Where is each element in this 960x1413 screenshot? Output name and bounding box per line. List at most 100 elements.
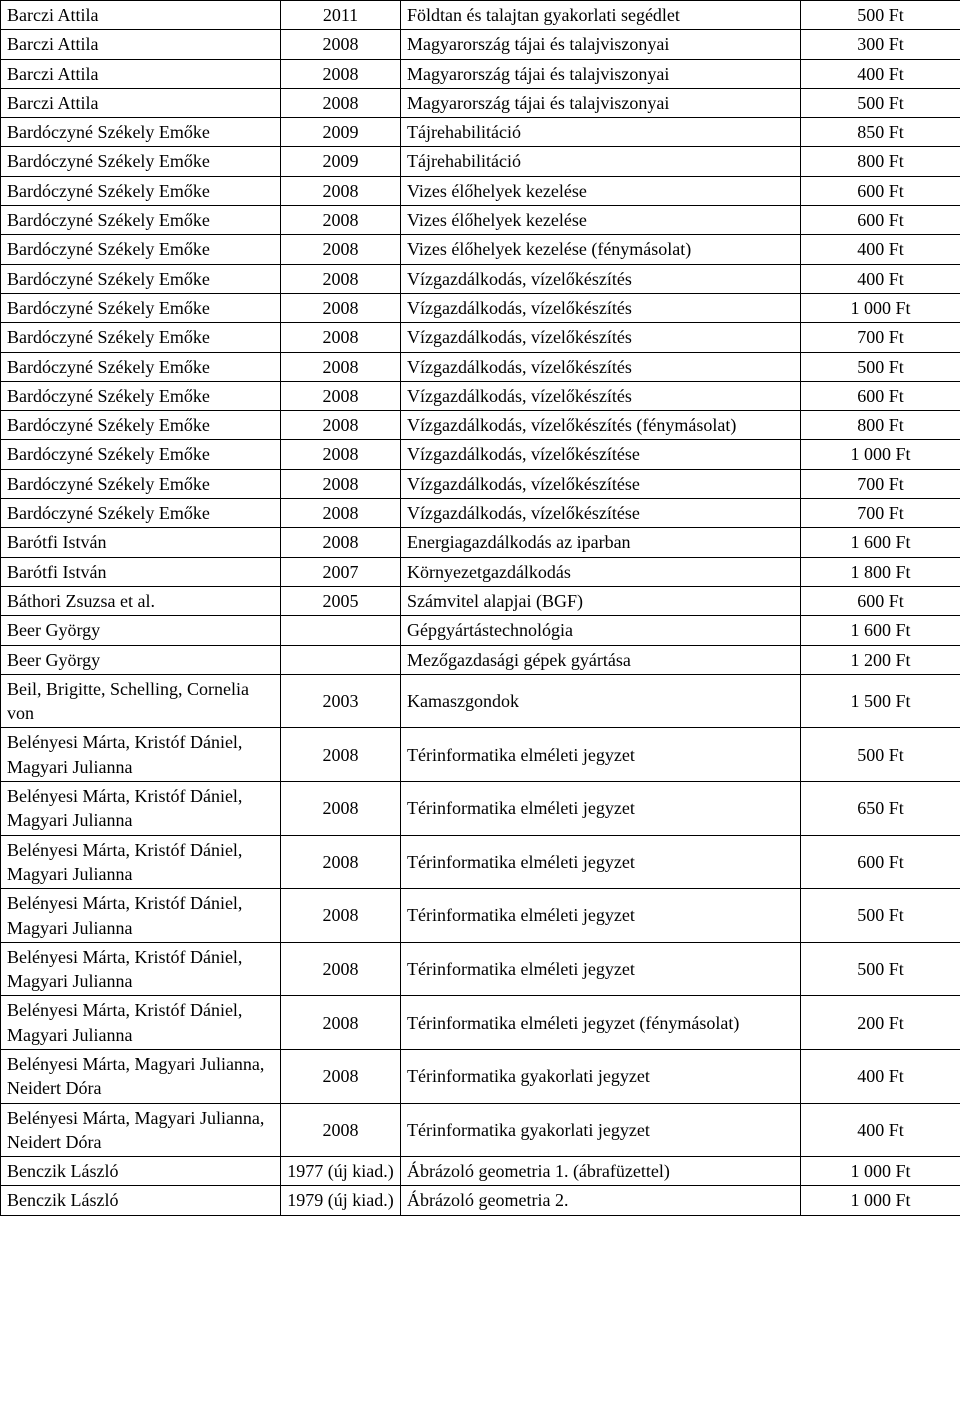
cell-title: Vízgazdálkodás, vízelőkészítése (401, 499, 801, 528)
cell-price: 850 Ft (801, 118, 960, 147)
table-row: Belényesi Márta, Kristóf Dániel, Magyari… (1, 996, 960, 1050)
cell-year: 1979 (új kiad.) (281, 1186, 401, 1215)
cell-title: Gépgyártástechnológia (401, 616, 801, 645)
table-row: Bardóczyné Székely Emőke2008Vízgazdálkod… (1, 264, 960, 293)
table-row: Bardóczyné Székely Emőke2008Vizes élőhel… (1, 176, 960, 205)
table-row: Benczik László1977 (új kiad.)Ábrázoló ge… (1, 1157, 960, 1186)
cell-author: Benczik László (1, 1157, 281, 1186)
cell-title: Térinformatika elméleti jegyzet (401, 728, 801, 782)
cell-year: 2003 (281, 674, 401, 728)
cell-price: 1 000 Ft (801, 1186, 960, 1215)
table-row: Bardóczyné Székely Emőke2008Vízgazdálkod… (1, 381, 960, 410)
cell-year: 2005 (281, 586, 401, 615)
cell-author: Bardóczyné Székely Emőke (1, 206, 281, 235)
cell-author: Belényesi Márta, Kristóf Dániel, Magyari… (1, 942, 281, 996)
cell-title: Térinformatika gyakorlati jegyzet (401, 1049, 801, 1103)
cell-year: 2008 (281, 59, 401, 88)
cell-title: Térinformatika elméleti jegyzet (401, 942, 801, 996)
cell-price: 800 Ft (801, 411, 960, 440)
cell-author: Belényesi Márta, Kristóf Dániel, Magyari… (1, 728, 281, 782)
cell-price: 500 Ft (801, 889, 960, 943)
cell-author: Bardóczyné Székely Emőke (1, 381, 281, 410)
cell-year: 2008 (281, 1103, 401, 1157)
cell-author: Beer György (1, 645, 281, 674)
cell-year: 2008 (281, 440, 401, 469)
cell-year: 2008 (281, 996, 401, 1050)
cell-year: 2011 (281, 1, 401, 30)
cell-year: 2008 (281, 499, 401, 528)
cell-author: Barczi Attila (1, 59, 281, 88)
cell-title: Térinformatika gyakorlati jegyzet (401, 1103, 801, 1157)
cell-price: 1 500 Ft (801, 674, 960, 728)
cell-year: 2008 (281, 206, 401, 235)
cell-title: Mezőgazdasági gépek gyártása (401, 645, 801, 674)
cell-year: 2008 (281, 1049, 401, 1103)
cell-price: 400 Ft (801, 1103, 960, 1157)
table-row: Benczik László1979 (új kiad.)Ábrázoló ge… (1, 1186, 960, 1215)
cell-price: 400 Ft (801, 59, 960, 88)
cell-title: Térinformatika elméleti jegyzet (401, 835, 801, 889)
cell-year: 2008 (281, 323, 401, 352)
cell-year: 2008 (281, 293, 401, 322)
table-row: Barótfi István2008Energiagazdálkodás az … (1, 528, 960, 557)
table-row: Beer GyörgyGépgyártástechnológia1 600 Ft (1, 616, 960, 645)
cell-price: 400 Ft (801, 264, 960, 293)
table-row: Bardóczyné Székely Emőke2008Vizes élőhel… (1, 235, 960, 264)
cell-title: Földtan és talajtan gyakorlati segédlet (401, 1, 801, 30)
cell-author: Belényesi Márta, Magyari Julianna, Neide… (1, 1049, 281, 1103)
table-row: Barótfi István2007Környezetgazdálkodás1 … (1, 557, 960, 586)
cell-year: 2009 (281, 147, 401, 176)
cell-price: 500 Ft (801, 728, 960, 782)
cell-title: Vizes élőhelyek kezelése (401, 176, 801, 205)
cell-year: 2008 (281, 264, 401, 293)
table-row: Bardóczyné Székely Emőke2008Vízgazdálkod… (1, 411, 960, 440)
cell-year (281, 616, 401, 645)
cell-author: Bardóczyné Székely Emőke (1, 176, 281, 205)
cell-title: Vízgazdálkodás, vízelőkészítés (401, 381, 801, 410)
cell-author: Bardóczyné Székely Emőke (1, 352, 281, 381)
cell-year: 2008 (281, 411, 401, 440)
cell-price: 600 Ft (801, 176, 960, 205)
cell-price: 400 Ft (801, 235, 960, 264)
cell-title: Energiagazdálkodás az iparban (401, 528, 801, 557)
cell-title: Térinformatika elméleti jegyzet (fénymás… (401, 996, 801, 1050)
table-row: Belényesi Márta, Kristóf Dániel, Magyari… (1, 728, 960, 782)
cell-year: 2007 (281, 557, 401, 586)
cell-title: Számvitel alapjai (BGF) (401, 586, 801, 615)
cell-price: 1 000 Ft (801, 1157, 960, 1186)
cell-year: 2008 (281, 528, 401, 557)
cell-year: 2008 (281, 942, 401, 996)
cell-title: Kamaszgondok (401, 674, 801, 728)
cell-price: 400 Ft (801, 1049, 960, 1103)
cell-title: Magyarország tájai és talajviszonyai (401, 88, 801, 117)
cell-title: Tájrehabilitáció (401, 147, 801, 176)
cell-author: Bardóczyné Székely Emőke (1, 440, 281, 469)
cell-year: 2008 (281, 352, 401, 381)
table-row: Barczi Attila2008Magyarország tájai és t… (1, 59, 960, 88)
cell-year: 2008 (281, 235, 401, 264)
cell-price: 1 800 Ft (801, 557, 960, 586)
cell-price: 1 000 Ft (801, 293, 960, 322)
cell-author: Barczi Attila (1, 30, 281, 59)
cell-author: Benczik László (1, 1186, 281, 1215)
table-body: Barczi Attila2011Földtan és talajtan gya… (1, 1, 960, 1216)
cell-year: 2008 (281, 88, 401, 117)
cell-author: Belényesi Márta, Kristóf Dániel, Magyari… (1, 996, 281, 1050)
cell-title: Vízgazdálkodás, vízelőkészítés (401, 264, 801, 293)
table-row: Beil, Brigitte, Schelling, Cornelia von2… (1, 674, 960, 728)
cell-price: 300 Ft (801, 30, 960, 59)
cell-author: Báthori Zsuzsa et al. (1, 586, 281, 615)
cell-title: Vizes élőhelyek kezelése (fénymásolat) (401, 235, 801, 264)
cell-author: Beil, Brigitte, Schelling, Cornelia von (1, 674, 281, 728)
cell-price: 500 Ft (801, 88, 960, 117)
cell-price: 600 Ft (801, 835, 960, 889)
cell-title: Vizes élőhelyek kezelése (401, 206, 801, 235)
table-row: Bardóczyné Székely Emőke2008Vízgazdálkod… (1, 469, 960, 498)
table-row: Bardóczyné Székely Emőke2009Tájrehabilit… (1, 147, 960, 176)
cell-price: 500 Ft (801, 1, 960, 30)
cell-title: Térinformatika elméleti jegyzet (401, 782, 801, 836)
cell-author: Bardóczyné Székely Emőke (1, 235, 281, 264)
cell-price: 1 200 Ft (801, 645, 960, 674)
table-row: Belényesi Márta, Kristóf Dániel, Magyari… (1, 835, 960, 889)
cell-author: Belényesi Márta, Kristóf Dániel, Magyari… (1, 782, 281, 836)
